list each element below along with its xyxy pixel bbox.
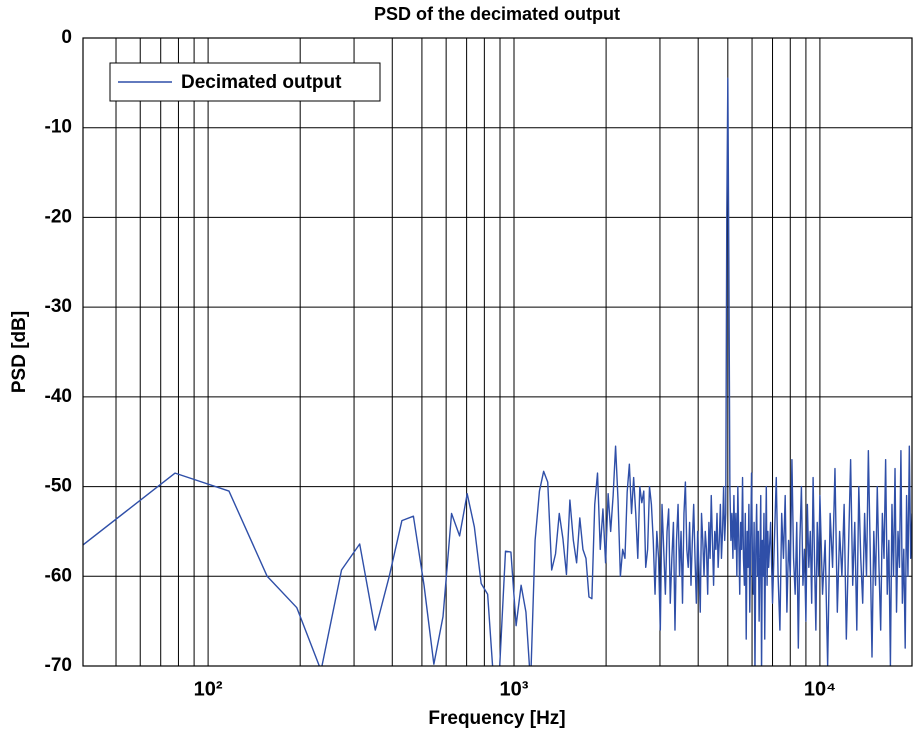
y-tick-label: -40 — [45, 386, 72, 407]
y-tick-label: -10 — [45, 117, 72, 138]
legend-label: Decimated output — [181, 72, 342, 93]
x-axis-label: Frequency [Hz] — [428, 708, 565, 729]
chart-title: PSD of the decimated output — [374, 4, 620, 24]
y-tick-label: 0 — [61, 27, 72, 48]
axes-box — [82, 37, 913, 667]
plot-lines — [83, 77, 912, 666]
x-tick-label: 10² — [194, 678, 223, 700]
y-tick-label: -70 — [45, 655, 72, 676]
y-tick-label: -20 — [45, 206, 72, 227]
series-line — [83, 77, 912, 666]
y-tick-label: -50 — [45, 476, 72, 497]
x-tick-label: 10⁴ — [804, 678, 836, 700]
y-axis-label: PSD [dB] — [9, 311, 30, 393]
y-tick-label: -30 — [45, 296, 72, 317]
legend: Decimated output — [109, 62, 381, 102]
x-tick-label: 10³ — [500, 678, 529, 700]
y-tick-label: -60 — [45, 565, 72, 586]
